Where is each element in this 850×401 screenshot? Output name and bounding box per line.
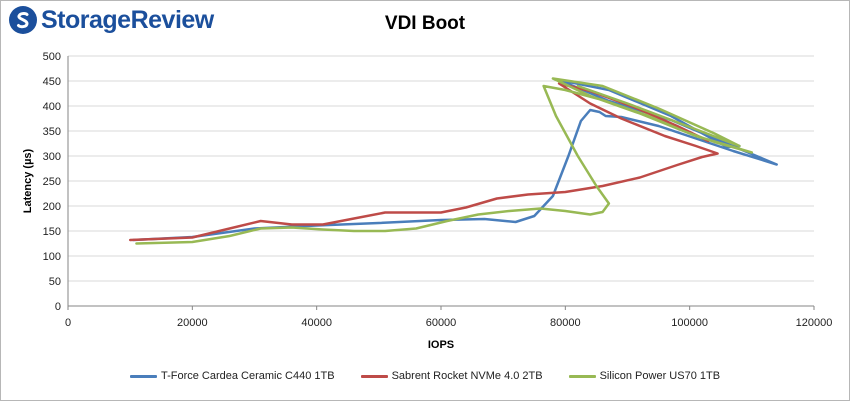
y-axis-label: Latency (µs) [22,148,34,213]
y-tick-label: 500 [43,51,61,63]
y-tick-label: 100 [43,251,61,263]
grid-lines [68,55,814,282]
storagereview-logo: StorageReview [8,4,214,36]
legend-label: Sabrent Rocket NVMe 4.0 2TB [391,370,543,382]
y-tick-label: 0 [55,301,61,313]
x-tick-label: 80000 [550,317,581,329]
series-line-1 [132,78,778,242]
y-tick-label: 400 [43,101,61,113]
legend-item-1: T-Force Cardea Ceramic C440 1TB [129,370,335,382]
legend-item-2: Sabrent Rocket NVMe 4.0 2TB [360,370,543,382]
y-tick-label: 200 [43,201,61,213]
legend-swatch [568,374,596,378]
y-tick-label: 350 [43,126,61,138]
x-tick-label: 60000 [426,317,457,329]
y-tick-label: 450 [43,76,61,88]
x-axis-label: IOPS [428,339,454,351]
y-tick-labels: 0 50 100 150 200 250 300 350 400 450 500 [43,51,61,313]
legend-item-3: Silicon Power US70 1TB [568,370,721,382]
x-tick-label: 100000 [671,317,708,329]
y-tick-label: 300 [43,151,61,163]
legend-label: T-Force Cardea Ceramic C440 1TB [160,370,335,382]
x-tick-label: 20000 [177,317,208,329]
x-tick-labels: 0 20000 40000 60000 80000 100000 120000 [65,306,832,329]
series-line-3 [135,77,754,245]
chart-legend: T-Force Cardea Ceramic C440 1TB Sabrent R… [0,370,850,382]
legend-label: Silicon Power US70 1TB [599,370,721,382]
legend-swatch [360,374,388,378]
x-tick-label: 40000 [301,317,332,329]
x-tick-label: 120000 [796,317,833,329]
chart-title: VDI Boot [384,13,466,34]
storagereview-logo-mark-icon [9,6,37,34]
y-tick-label: 150 [43,226,61,238]
y-tick-label: 50 [49,276,61,288]
x-tick-label: 0 [65,317,71,329]
y-tick-label: 250 [43,176,61,188]
legend-swatch [129,374,157,378]
storagereview-logo-text: StorageReview [41,5,214,34]
series-lines [128,77,778,245]
